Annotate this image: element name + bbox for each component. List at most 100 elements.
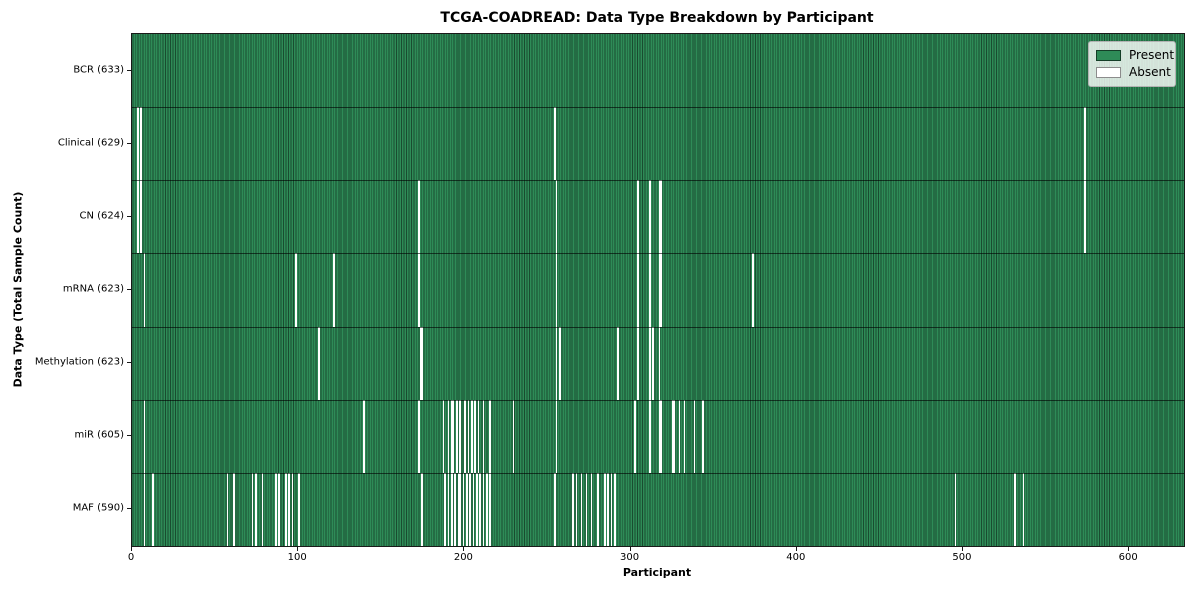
y-tick-label: mRNA (623) [62, 283, 124, 295]
absent-stripe [1084, 107, 1086, 181]
absent-stripe [274, 472, 277, 546]
absent-stripe [1014, 472, 1017, 546]
x-tick-mark [297, 547, 299, 551]
absent-stripe [693, 399, 696, 473]
legend-present-label: Present [1129, 48, 1175, 62]
row-BCR [132, 34, 1184, 108]
absent-stripe [613, 472, 616, 546]
y-tick-label: miR (605) [74, 429, 124, 441]
absent-stripe [1022, 472, 1025, 546]
absent-stripe [476, 472, 478, 546]
absent-stripe [637, 180, 639, 254]
absent-stripe [318, 326, 320, 400]
absent-stripe [683, 399, 686, 473]
absent-stripe [648, 253, 651, 327]
absent-stripe [472, 472, 475, 546]
absent-stripe [555, 399, 558, 473]
absent-stripe [151, 472, 154, 546]
absent-stripe [417, 253, 420, 327]
absent-stripe [658, 180, 661, 254]
x-tick-label: 200 [453, 552, 473, 563]
absent-stripe [457, 472, 460, 546]
absent-stripe [575, 472, 578, 546]
x-tick-mark [795, 547, 797, 551]
present-swatch-icon [1096, 50, 1121, 61]
absent-stripe [143, 472, 146, 546]
absent-stripe [469, 472, 472, 546]
absent-stripe [633, 399, 636, 473]
absent-stripe [658, 253, 661, 327]
absent-stripe [143, 399, 146, 473]
absent-stripe [333, 253, 335, 327]
absent-stripe [447, 472, 450, 546]
absent-stripe [278, 472, 280, 546]
absent-stripe [143, 253, 146, 327]
absent-stripe [451, 472, 453, 546]
absent-stripe [298, 472, 300, 546]
x-axis-label: Participant [622, 566, 692, 579]
x-tick-label: 600 [1118, 552, 1138, 563]
x-tick-label: 100 [287, 552, 307, 563]
absent-stripe [648, 180, 651, 254]
absent-stripe [474, 399, 476, 473]
absent-swatch-icon [1096, 67, 1121, 78]
absent-stripe [251, 472, 254, 546]
absent-stripe [489, 399, 491, 473]
absent-stripe [751, 253, 754, 327]
x-tick-label: 300 [620, 552, 640, 563]
absent-stripe [658, 326, 661, 400]
absent-stripe [442, 399, 445, 473]
absent-stripe [452, 399, 455, 473]
chart-title: TCGA-COADREAD: Data Type Breakdown by Pa… [440, 10, 874, 26]
y-tick-mark [127, 508, 131, 510]
absent-stripe [554, 472, 556, 546]
row-separator [132, 326, 1184, 328]
absent-stripe [467, 399, 470, 473]
absent-stripe [459, 472, 462, 546]
legend-absent-label: Absent [1129, 65, 1171, 79]
row-Methylation [132, 326, 1184, 400]
absent-stripe [421, 472, 423, 546]
absent-stripe [421, 326, 423, 400]
absent-stripe [482, 472, 485, 546]
absent-stripe [637, 326, 639, 400]
x-tick-label: 400 [786, 552, 806, 563]
absent-stripe [637, 253, 639, 327]
y-tick-label: Clinical (629) [57, 137, 124, 149]
x-tick-label: 0 [127, 552, 135, 563]
row-mRNA [132, 253, 1184, 327]
x-tick-label: 500 [952, 552, 972, 563]
absent-stripe [288, 472, 290, 546]
y-tick-mark [127, 69, 131, 71]
absent-stripe [1084, 180, 1086, 254]
absent-stripe [136, 107, 139, 181]
absent-stripe [559, 326, 561, 400]
x-tick-mark [961, 547, 963, 551]
absent-stripe [479, 472, 481, 546]
absent-stripe [572, 472, 575, 546]
absent-stripe [363, 399, 365, 473]
heatmap-plot [131, 33, 1185, 547]
absent-stripe [660, 180, 663, 254]
absent-stripe [477, 399, 480, 473]
absent-stripe [284, 472, 287, 546]
row-miR [132, 399, 1184, 473]
y-tick-label: BCR (633) [73, 64, 124, 76]
absent-stripe [294, 253, 297, 327]
absent-stripe [603, 472, 606, 546]
absent-stripe [136, 180, 139, 254]
absent-stripe [580, 472, 583, 546]
absent-stripe [226, 472, 229, 546]
absent-stripe [678, 399, 681, 473]
y-tick-mark [127, 362, 131, 364]
absent-stripe [597, 472, 599, 546]
absent-stripe [417, 180, 420, 254]
absent-stripe [447, 399, 450, 473]
absent-stripe [485, 472, 488, 546]
row-separator [132, 180, 1184, 182]
x-tick-mark [1128, 547, 1130, 551]
row-separator [132, 253, 1184, 255]
absent-stripe [419, 326, 422, 400]
absent-stripe [291, 472, 294, 546]
